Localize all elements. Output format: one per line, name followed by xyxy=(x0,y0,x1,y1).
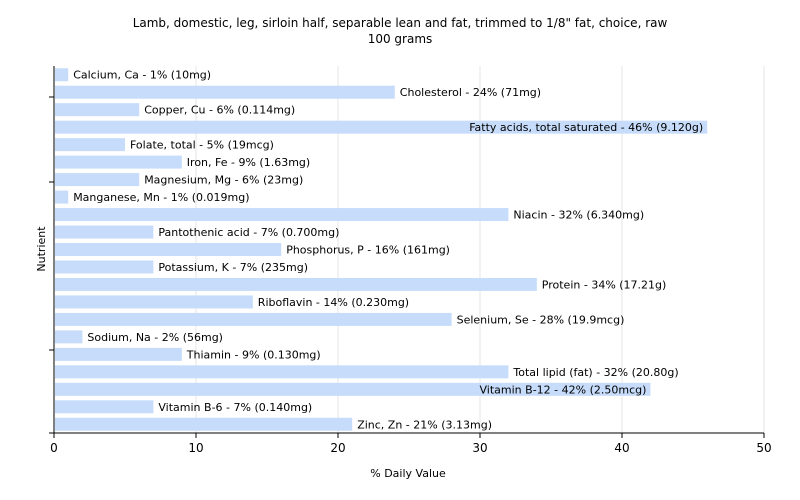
bar xyxy=(55,277,537,291)
bar xyxy=(55,400,154,414)
bar-label: Total lipid (fat) - 32% (20.80g) xyxy=(512,366,678,379)
bar xyxy=(55,243,282,256)
bar xyxy=(55,330,83,344)
x-tick-label: 10 xyxy=(188,441,203,455)
bar xyxy=(55,208,509,222)
bar-label: Copper, Cu - 6% (0.114mg) xyxy=(144,104,295,117)
bar-label: Pantothenic acid - 7% (0.700mg) xyxy=(158,226,339,239)
bar-label: Riboflavin - 14% (0.230mg) xyxy=(258,296,409,309)
chart-subtitle: 100 grams xyxy=(367,32,433,46)
bar xyxy=(55,225,154,239)
bar xyxy=(55,173,140,187)
x-tick-label: 20 xyxy=(330,441,345,455)
x-tick-label: 0 xyxy=(50,441,58,455)
bar xyxy=(55,85,395,99)
bar-label: Manganese, Mn - 1% (0.019mg) xyxy=(73,191,249,204)
bar-label: Protein - 34% (17.21g) xyxy=(542,278,667,291)
bar-label: Thiamin - 9% (0.130mg) xyxy=(186,348,321,361)
bar xyxy=(55,312,452,326)
bar xyxy=(55,120,708,134)
bars: Calcium, Ca - 1% (10mg) Cholesterol - 24%… xyxy=(55,68,708,431)
y-axis-title: Nutrient xyxy=(35,226,48,272)
bar xyxy=(55,347,182,361)
bar xyxy=(55,138,125,152)
bar-label: Magnesium, Mg - 6% (23mg) xyxy=(144,174,303,187)
bar xyxy=(55,260,154,274)
bar-label: Cholesterol - 24% (71mg) xyxy=(400,86,541,99)
bar-label: Folate, total - 5% (19mcg) xyxy=(130,139,274,152)
bar-label: Sodium, Na - 2% (56mg) xyxy=(87,331,223,344)
bar-label: Vitamin B-6 - 7% (0.140mg) xyxy=(158,401,312,414)
bar xyxy=(55,382,651,396)
bar-label: Fatty acids, total saturated - 46% (9.12… xyxy=(469,121,703,134)
bar xyxy=(55,417,353,431)
bar xyxy=(55,190,69,204)
chart-title: Lamb, domestic, leg, sirloin half, separ… xyxy=(132,16,668,30)
bar-label: Potassium, K - 7% (235mg) xyxy=(158,261,308,274)
bar-label: Iron, Fe - 9% (1.63mg) xyxy=(187,156,310,169)
bar xyxy=(55,365,509,379)
bar-label: Calcium, Ca - 1% (10mg) xyxy=(73,69,211,82)
bar xyxy=(55,295,253,309)
x-axis-title: % Daily Value xyxy=(370,467,446,480)
bar xyxy=(55,155,182,169)
bar-label: Selenium, Se - 28% (19.9mcg) xyxy=(457,313,625,326)
axes: 0 10 20 30 40 50 xyxy=(49,66,772,455)
x-tick-label: 30 xyxy=(472,441,487,455)
bar xyxy=(55,103,140,117)
bar xyxy=(55,68,69,82)
bar-label: Vitamin B-12 - 42% (2.50mcg) xyxy=(480,383,647,396)
bar-label: Zinc, Zn - 21% (3.13mg) xyxy=(357,418,492,431)
x-tick-label: 50 xyxy=(756,441,771,455)
bar-label: Niacin - 32% (6.340mg) xyxy=(513,209,644,222)
x-tick-label: 40 xyxy=(614,441,629,455)
bar-label: Phosphorus, P - 16% (161mg) xyxy=(286,244,450,257)
